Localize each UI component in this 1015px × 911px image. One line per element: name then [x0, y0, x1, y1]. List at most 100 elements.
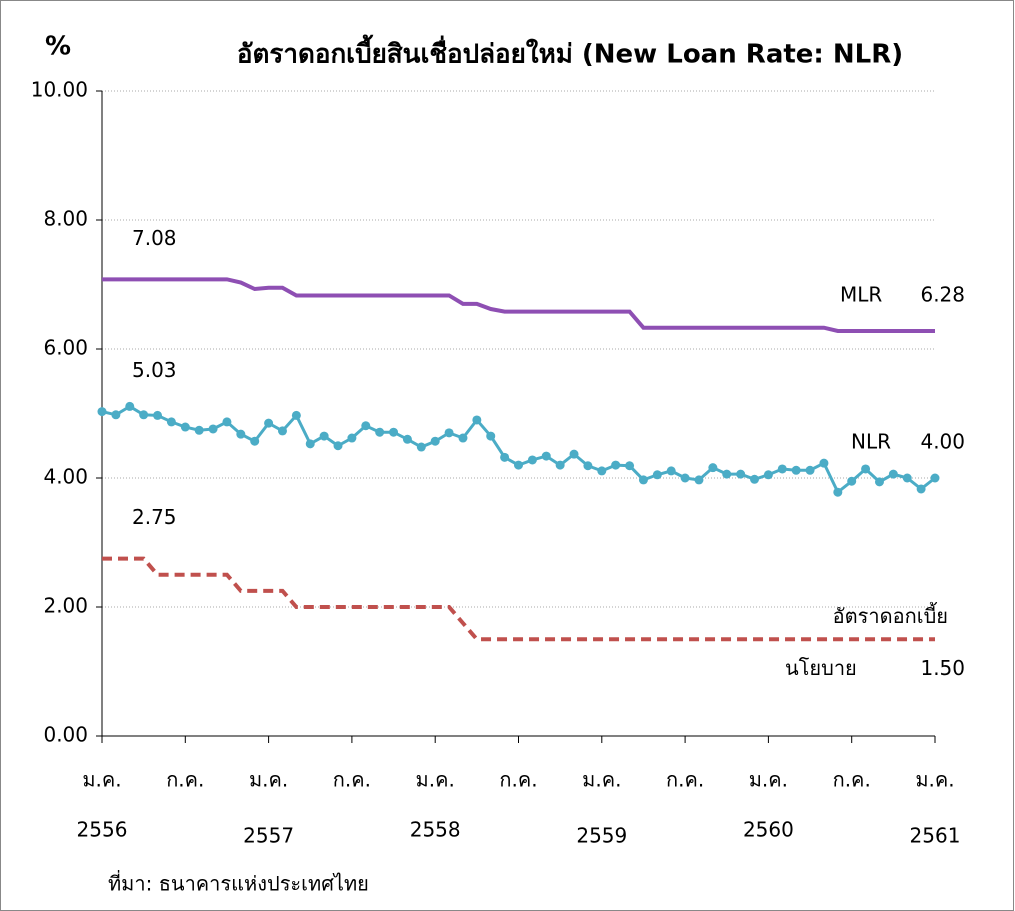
marker — [139, 410, 149, 420]
x-tick-label: ม.ค. — [915, 768, 954, 792]
start-label: 5.03 — [132, 358, 177, 382]
x-tick-label: ม.ค. — [749, 768, 788, 792]
marker — [402, 434, 412, 444]
marker — [930, 473, 940, 483]
marker — [638, 475, 648, 485]
marker — [722, 469, 732, 479]
end-label: 1.50 — [920, 656, 965, 680]
marker — [166, 417, 176, 427]
marker — [652, 470, 662, 480]
marker — [180, 422, 190, 432]
x-tick-label: ม.ค. — [582, 768, 621, 792]
x-tick-label: ก.ค. — [166, 768, 204, 792]
x-tick-label: ม.ค. — [416, 768, 455, 792]
x-tick-label: ก.ค. — [666, 768, 704, 792]
marker — [486, 431, 496, 441]
marker — [750, 474, 760, 484]
marker — [333, 441, 343, 451]
marker — [847, 476, 857, 486]
marker — [666, 466, 676, 476]
marker — [541, 451, 551, 461]
marker — [111, 410, 121, 420]
marker — [514, 460, 523, 470]
marker — [888, 469, 898, 479]
marker — [361, 421, 371, 431]
marker — [916, 484, 926, 494]
marker — [583, 461, 593, 471]
marker — [736, 469, 746, 479]
marker — [277, 426, 287, 436]
marker — [902, 473, 912, 483]
marker — [680, 473, 690, 483]
year-label: 2558 — [410, 818, 461, 842]
marker — [125, 401, 135, 411]
marker — [819, 458, 829, 468]
marker — [319, 431, 329, 441]
marker — [791, 465, 801, 475]
marker — [153, 410, 163, 420]
marker — [430, 436, 440, 446]
marker — [389, 427, 399, 437]
series-name: นโยบาย — [785, 656, 857, 680]
end-label: 6.28 — [920, 282, 965, 306]
marker — [874, 477, 884, 487]
series-name: อัตราดอกเบี้ย — [833, 602, 948, 628]
y-tick-label: 4.00 — [43, 465, 88, 489]
x-tick-label: ม.ค. — [82, 768, 121, 792]
marker — [611, 460, 621, 470]
marker — [555, 460, 565, 470]
year-label: 2560 — [743, 818, 794, 842]
marker — [208, 424, 218, 434]
y-unit: % — [45, 32, 71, 62]
y-tick-label: 2.00 — [43, 594, 88, 618]
y-tick-label: 0.00 — [43, 723, 88, 747]
x-tick-label: ม.ค. — [249, 768, 288, 792]
x-tick-label: ก.ค. — [833, 768, 871, 792]
year-label: 2556 — [77, 818, 128, 842]
marker — [444, 428, 454, 438]
marker — [305, 439, 315, 449]
x-tick-label: ก.ค. — [333, 768, 371, 792]
marker — [805, 465, 815, 475]
marker — [375, 427, 385, 437]
marker — [472, 415, 482, 425]
year-label: 2559 — [576, 824, 627, 848]
start-label: 7.08 — [132, 226, 177, 250]
marker — [250, 436, 260, 446]
start-label: 2.75 — [132, 505, 177, 529]
marker — [416, 442, 426, 452]
marker — [861, 464, 871, 474]
source: ที่มา: ธนาคารแห่งประเทศไทย — [108, 870, 369, 896]
marker — [694, 475, 704, 485]
marker — [347, 433, 357, 443]
marker — [833, 487, 843, 497]
marker — [458, 433, 468, 443]
marker — [625, 461, 635, 471]
year-label: 2557 — [243, 824, 294, 848]
marker — [236, 429, 246, 439]
marker — [527, 455, 537, 465]
y-tick-label: 10.00 — [31, 78, 88, 102]
marker — [597, 466, 607, 476]
marker — [194, 425, 204, 435]
year-label: 2561 — [910, 824, 961, 848]
series-line — [102, 277, 935, 333]
marker — [569, 449, 579, 459]
marker — [264, 418, 274, 428]
marker — [500, 452, 510, 462]
y-tick-label: 8.00 — [43, 207, 88, 231]
end-label: 4.00 — [920, 430, 965, 454]
marker — [222, 417, 232, 427]
marker — [708, 463, 718, 473]
x-tick-label: ก.ค. — [499, 768, 537, 792]
series-name: MLR — [840, 282, 882, 306]
chart-title: อัตราดอกเบี้ยสินเชื่อปล่อยใหม่ (New Loan… — [237, 34, 903, 70]
marker — [763, 470, 773, 480]
y-tick-label: 6.00 — [43, 336, 88, 360]
series-name: NLR — [851, 430, 891, 454]
marker — [291, 410, 301, 420]
marker — [777, 464, 787, 474]
series-line — [102, 556, 935, 642]
marker — [97, 407, 107, 417]
